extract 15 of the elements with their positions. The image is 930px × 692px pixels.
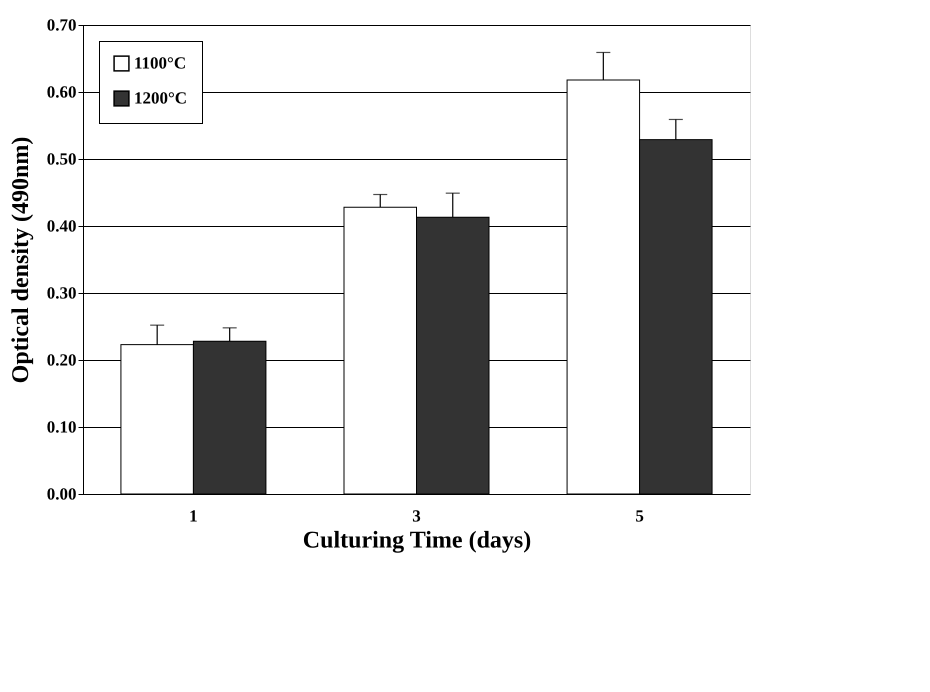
x-tick-label: 3 <box>412 506 421 526</box>
y-tick-label: 0.00 <box>46 484 76 504</box>
legend-label: 1200°C <box>134 88 188 108</box>
x-axis-title: Culturing Time (days) <box>302 528 532 554</box>
y-tick-label: 0.40 <box>46 216 76 236</box>
y-tick-label: 0.50 <box>46 150 76 168</box>
y-tick-label: 0.30 <box>46 284 76 302</box>
x-tick-label: 5 <box>635 506 644 526</box>
y-tick-label: 0.70 <box>46 16 76 34</box>
y-tick-label: 0.60 <box>46 82 76 102</box>
y-tick-label: 0.10 <box>46 418 76 436</box>
y-tick-label: 0.20 <box>46 350 76 370</box>
x-tick-label: 1 <box>189 506 198 526</box>
y-axis-title: Optical density (490nm) <box>8 136 34 384</box>
legend-label: 1100°C <box>134 54 186 72</box>
